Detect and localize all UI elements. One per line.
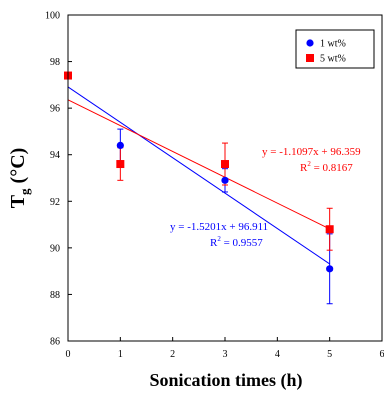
y-tick-label: 92 — [50, 197, 60, 208]
x-tick-label: 0 — [66, 349, 71, 360]
trendline-2 — [68, 100, 330, 229]
x-tick-label: 6 — [380, 349, 384, 360]
data-point-square — [326, 225, 334, 233]
y-tick-label: 90 — [50, 243, 60, 254]
legend-label-2: 5 wt% — [320, 54, 346, 65]
legend-marker-square — [306, 54, 314, 62]
trendline-1 — [68, 87, 330, 264]
y-tick-label: 96 — [50, 104, 60, 115]
data-point-square — [221, 160, 229, 168]
x-tick-label: 2 — [170, 349, 175, 360]
data-point-circle — [221, 177, 228, 184]
fit-r2-2: R2 = 0.8167 — [300, 160, 353, 174]
fit-equation-1: y = -1.5201x + 96.911 — [170, 221, 268, 233]
fit-r2-1: R2 = 0.9557 — [210, 235, 263, 249]
x-tick-label: 5 — [327, 349, 332, 360]
y-tick-label: 100 — [45, 11, 60, 22]
data-point-square — [116, 160, 124, 168]
y-axis-label: Tg (°C) — [7, 148, 32, 209]
x-tick-label: 4 — [275, 349, 280, 360]
y-tick-label: 98 — [50, 57, 60, 68]
x-tick-label: 3 — [223, 349, 228, 360]
x-axis-label: Sonication times (h) — [150, 370, 303, 391]
y-tick-label: 86 — [50, 337, 60, 348]
fit-equation-2: y = -1.1097x + 96.359 — [262, 146, 361, 158]
legend-label-1: 1 wt% — [320, 39, 346, 50]
y-tick-label: 88 — [50, 290, 60, 301]
x-tick-label: 1 — [118, 349, 123, 360]
y-tick-label: 94 — [50, 150, 60, 161]
legend-marker-circle — [306, 39, 313, 46]
data-point-circle — [117, 142, 124, 149]
data-point-circle — [326, 265, 333, 272]
